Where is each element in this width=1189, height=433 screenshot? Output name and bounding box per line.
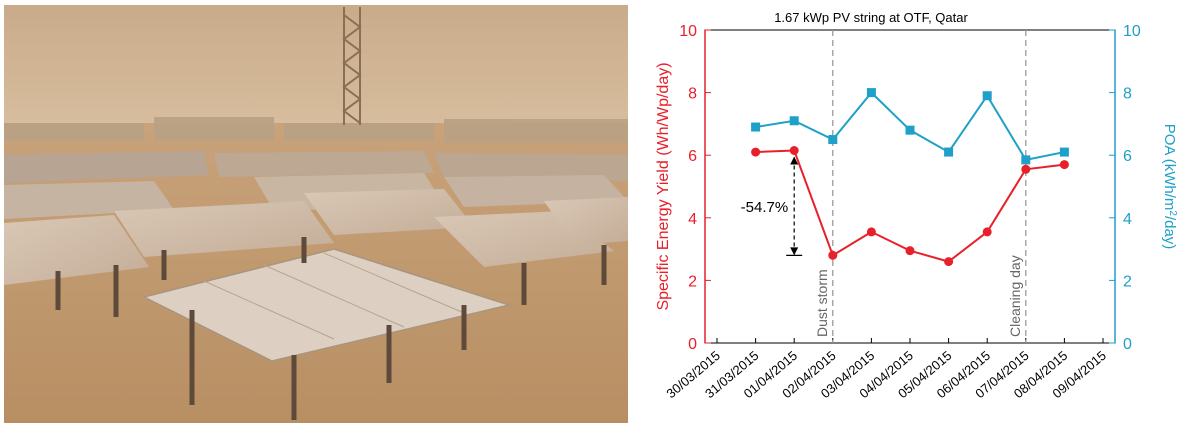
energy-data-point xyxy=(828,250,838,260)
energy-data-point xyxy=(905,246,915,256)
y-tick-label: 0 xyxy=(688,336,697,353)
poa-data-point xyxy=(789,116,799,126)
dusty-sky xyxy=(4,5,628,135)
y-tick-label: 10 xyxy=(679,23,697,40)
y-tick-label: 4 xyxy=(688,211,697,228)
energy-data-point xyxy=(1059,160,1069,170)
y2-axis-label: POA (kWh/m2/day) xyxy=(1161,124,1179,250)
poa-data-point xyxy=(982,91,992,101)
energy-data-point xyxy=(751,147,761,157)
energy-data-point xyxy=(982,227,992,237)
poa-data-point xyxy=(1059,147,1069,157)
y2-tick-label: 10 xyxy=(1123,23,1141,40)
y2-tick-label: 6 xyxy=(1123,148,1132,165)
poa-data-point xyxy=(1021,155,1031,165)
pv-array-photo xyxy=(4,5,628,423)
foreground-panel xyxy=(141,248,512,362)
chart-marks: 0246810024681030/03/201531/03/201501/04/… xyxy=(663,23,1140,401)
poa-data-point xyxy=(828,135,838,145)
y2-tick-label: 0 xyxy=(1123,336,1132,353)
y-axis-label: Specific Energy Yield (Wh/Wp/day) xyxy=(655,62,672,310)
poa-data-point xyxy=(866,88,876,98)
y2-axis-label-suffix: /day) xyxy=(1161,216,1178,249)
chart-panel: 1.67 kWp PV string at OTF, Qatar Specifi… xyxy=(630,0,1189,428)
energy-yield-chart: 1.67 kWp PV string at OTF, Qatar Specifi… xyxy=(655,10,1179,401)
photo-illustration xyxy=(4,5,628,423)
distant-buildings xyxy=(4,117,628,143)
chart-title: 1.67 kWp PV string at OTF, Qatar xyxy=(774,10,968,25)
event-label: Cleaning day xyxy=(1007,255,1023,337)
annotation-arrowhead-top xyxy=(790,156,799,165)
annotation-arrowhead xyxy=(790,247,799,256)
poa-data-point xyxy=(905,125,915,135)
y2-axis-label-superscript: 2 xyxy=(1168,210,1179,216)
lattice-tower xyxy=(342,7,362,125)
y2-axis-label-main: POA (kWh/m xyxy=(1161,124,1178,211)
y-tick-label: 8 xyxy=(688,86,697,103)
background-panel-rows xyxy=(4,151,628,285)
y-tick-label: 6 xyxy=(688,148,697,165)
support-structures xyxy=(55,237,607,420)
y-tick-label: 2 xyxy=(688,273,697,290)
energy-data-point xyxy=(866,227,876,237)
poa-data-point xyxy=(944,147,954,157)
y2-tick-label: 4 xyxy=(1123,211,1132,228)
event-label: Dust storm xyxy=(814,269,830,337)
energy-data-point xyxy=(789,146,799,156)
poa-data-point xyxy=(751,122,761,132)
annotation-label: -54.7% xyxy=(741,199,789,216)
y2-tick-label: 8 xyxy=(1123,86,1132,103)
energy-data-point xyxy=(1021,164,1031,174)
y2-tick-label: 2 xyxy=(1123,273,1132,290)
energy-data-point xyxy=(944,257,954,267)
plot-frame xyxy=(704,29,1116,344)
energy-series-line xyxy=(755,149,1065,263)
